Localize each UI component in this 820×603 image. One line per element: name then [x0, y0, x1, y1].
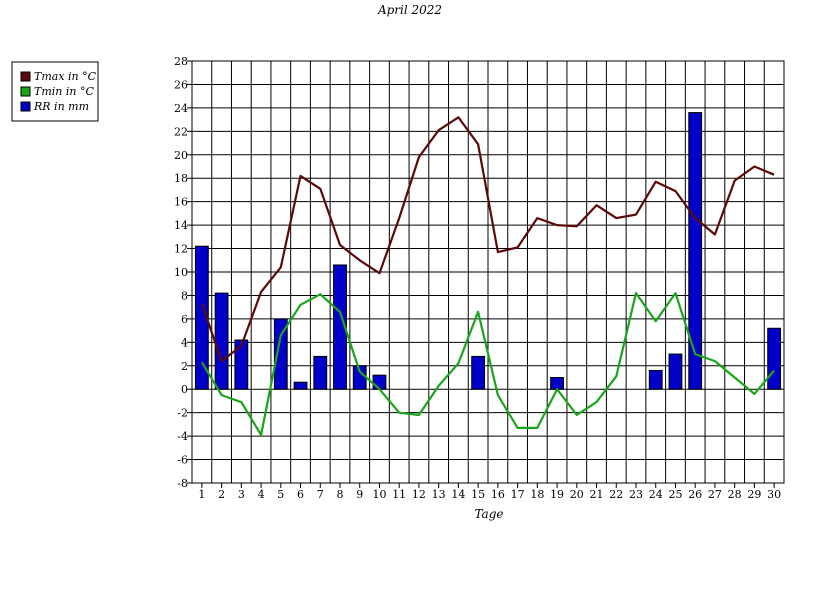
- y-tick-label: 24: [174, 102, 188, 115]
- legend-label-tmin: Tmin in °C: [34, 85, 94, 98]
- x-tick-label: 19: [550, 488, 564, 501]
- x-tick-label: 23: [629, 488, 643, 501]
- x-tick-label: 20: [570, 488, 584, 501]
- x-tick-label: 6: [297, 488, 304, 501]
- legend-swatch-tmin: [20, 86, 31, 97]
- rain-bar: [234, 339, 249, 390]
- y-tick-label: -8: [177, 477, 188, 490]
- x-axis-label: Tage: [474, 507, 503, 521]
- x-tick-label: 10: [372, 488, 386, 501]
- y-tick-label: 28: [174, 55, 188, 68]
- chart-title: April 2022: [377, 3, 442, 17]
- x-tick-label: 25: [668, 488, 682, 501]
- x-tick-label: 14: [451, 488, 465, 501]
- x-tick-label: 13: [432, 488, 446, 501]
- rain-bar: [688, 112, 703, 390]
- y-tick-label: 14: [174, 219, 188, 232]
- y-tick-label: 12: [174, 243, 188, 256]
- legend: Tmax in °C Tmin in °C RR in mm: [11, 61, 99, 122]
- y-tick-label: 10: [174, 266, 188, 279]
- y-tick-label: -2: [177, 407, 188, 420]
- rain-bar: [372, 374, 387, 390]
- rain-bar: [293, 381, 308, 390]
- rain-bar: [214, 292, 229, 390]
- rain-bar: [767, 327, 782, 390]
- x-tick-label: 7: [317, 488, 324, 501]
- y-tick-label: 2: [181, 360, 188, 373]
- x-tick-label: 3: [238, 488, 245, 501]
- rain-bar: [333, 264, 347, 390]
- x-tick-label: 12: [412, 488, 426, 501]
- x-tick-label: 30: [767, 488, 781, 501]
- x-tick-label: 16: [491, 488, 505, 501]
- x-tick-label: 4: [258, 488, 265, 501]
- x-tick-label: 18: [530, 488, 544, 501]
- rain-bar: [648, 369, 663, 390]
- x-tick-label: 9: [356, 488, 363, 501]
- y-tick-label: 20: [174, 149, 188, 162]
- y-tick-label: -6: [177, 454, 188, 467]
- legend-swatch-rr: [20, 101, 31, 112]
- rain-bar: [668, 353, 683, 390]
- tmax-line: [200, 116, 775, 363]
- legend-swatch-tmax: [20, 71, 31, 82]
- y-tick-label: 26: [174, 78, 188, 91]
- legend-label-rr: RR in mm: [33, 100, 89, 113]
- rain-bar: [273, 318, 288, 390]
- x-tick-label: 1: [198, 488, 205, 501]
- x-axis-ticks: 1 2 3 4 5 6 7 8 9 10 11 12 13 14 15 16 17 18 19 20 21 22 23 24 2…: [198, 483, 781, 501]
- x-tick-label: 11: [392, 488, 406, 501]
- y-tick-label: 16: [174, 196, 188, 209]
- x-tick-label: 22: [609, 488, 623, 501]
- y-tick-label: 4: [181, 336, 188, 349]
- x-tick-label: 8: [337, 488, 344, 501]
- rain-bar: [550, 377, 564, 390]
- x-tick-label: 29: [747, 488, 761, 501]
- plot-frame: [191, 60, 785, 484]
- x-tick-label: 27: [708, 488, 722, 501]
- y-tick-label: -4: [177, 430, 188, 443]
- x-tick-label: 21: [590, 488, 604, 501]
- legend-label-tmax: Tmax in °C: [34, 70, 97, 83]
- x-tick-label: 5: [277, 488, 284, 501]
- x-tick-label: 26: [688, 488, 702, 501]
- x-tick-label: 15: [471, 488, 485, 501]
- temperature-lines: [200, 116, 775, 436]
- x-tick-label: 28: [728, 488, 742, 501]
- x-tick-label: 2: [218, 488, 225, 501]
- y-tick-label: 22: [174, 125, 188, 138]
- tmin-line: [200, 292, 775, 436]
- x-tick-label: 17: [511, 488, 525, 501]
- y-tick-label: 18: [174, 172, 188, 185]
- rain-bar: [471, 355, 486, 390]
- y-tick-label: 0: [181, 383, 188, 396]
- y-tick-label: 8: [181, 289, 188, 302]
- rain-bar: [194, 245, 209, 390]
- rain-bar: [313, 355, 328, 390]
- x-tick-label: 24: [649, 488, 663, 501]
- y-tick-label: 6: [181, 313, 188, 326]
